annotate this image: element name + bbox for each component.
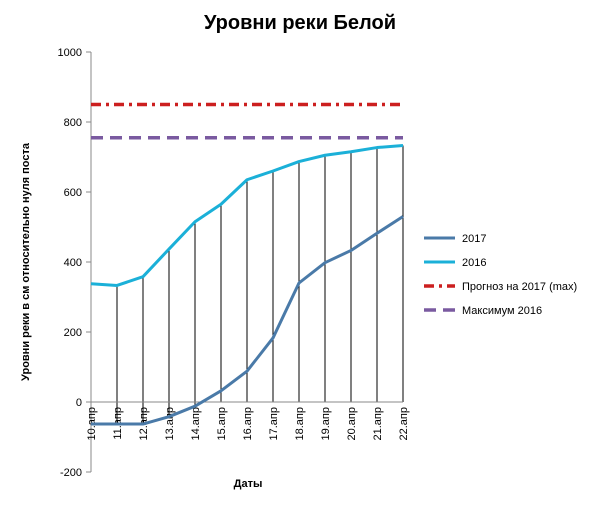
series-line-0 [91, 215, 404, 426]
x-tick-label: 15.апр [216, 407, 228, 440]
x-tick-label: 18.апр [294, 407, 306, 440]
x-axis-title: Даты [234, 478, 263, 490]
legend-label: Максимум 2016 [462, 305, 542, 317]
legend: 2017 2016 Прогноз на 2017 (max) Максимум 20… [424, 233, 577, 317]
drop-lines [90, 145, 404, 425]
y-tick-label: 800 [64, 117, 82, 129]
x-tick-label: 14.апр [190, 407, 202, 440]
legend-label: 2017 [462, 233, 486, 245]
legend-label: 2016 [462, 257, 486, 269]
series-group [90, 102, 404, 426]
legend-label: Прогноз на 2017 (max) [462, 281, 577, 293]
chart-title: Уровни реки Белой [204, 12, 396, 34]
x-tick-label: 16.апр [242, 407, 254, 440]
x-tick-label: 21.апр [372, 407, 384, 440]
y-tick-label: 1000 [58, 47, 82, 59]
series-line-1 [90, 143, 404, 287]
y-axis-title: Уровни реки в см относительно нуля поста [20, 142, 32, 381]
x-tick-label: 17.апр [268, 407, 280, 440]
x-tick-label: 13.апр [164, 407, 176, 440]
y-tick-label: -200 [60, 467, 82, 479]
x-axis: 10.апр 11.апр 12.апр 13.апр 14.апр 15.апр 16.а… [86, 401, 410, 440]
y-tick-label: 200 [64, 327, 82, 339]
x-tick-label: 19.апр [320, 407, 332, 440]
y-tick-label: 400 [64, 257, 82, 269]
x-tick-label: 22.апр [398, 407, 410, 440]
y-tick-label: 600 [64, 187, 82, 199]
x-tick-label: 20.апр [346, 407, 358, 440]
y-tick-label: 0 [76, 397, 82, 409]
